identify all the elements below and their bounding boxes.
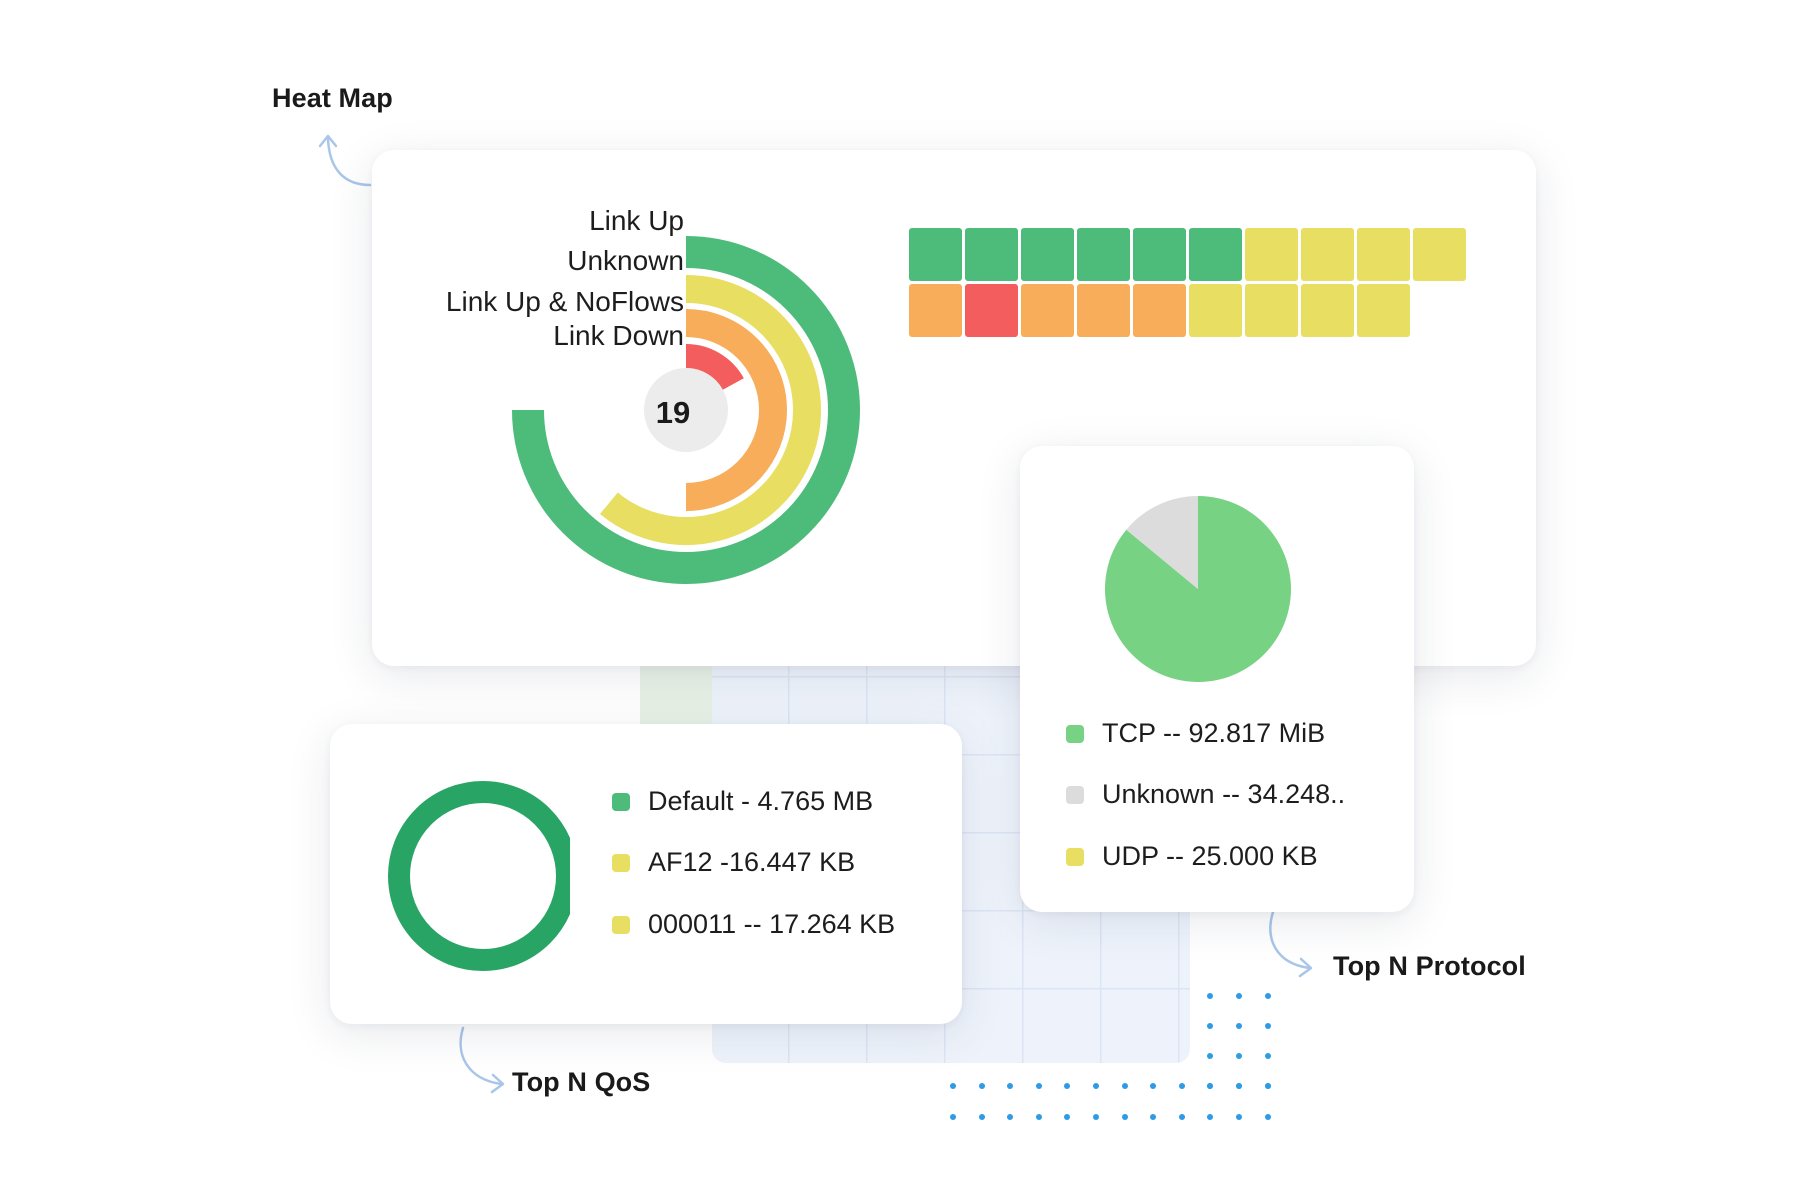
decor-dot (1264, 1114, 1271, 1120)
decor-dot (1265, 993, 1271, 999)
decor-dot (1178, 1114, 1185, 1120)
decor-dot (1121, 1114, 1128, 1120)
default-swatch (612, 792, 630, 811)
000011-label: 000011 -- 17.264 KB (648, 909, 896, 939)
heat-cell[interactable] (1245, 284, 1298, 337)
decor-dot (1035, 1114, 1042, 1120)
heat-map-annotation: Heat Map (272, 83, 393, 113)
decor-dot (1207, 1114, 1214, 1120)
decor-dot (1207, 993, 1213, 999)
decor-dot (1121, 1083, 1128, 1089)
decor-dot (1150, 1114, 1157, 1120)
protocol-legend-unknown: Unknown -- 34.248.. (1066, 779, 1345, 810)
top-n-protocol-card: TCP -- 92.817 MiB Unknown -- 34.248.. UD… (1020, 446, 1414, 912)
decor-dot (1150, 1083, 1157, 1089)
heat-cell[interactable] (1189, 228, 1242, 281)
decor-dot (1264, 1083, 1271, 1089)
decor-dot (1007, 1083, 1014, 1089)
decor-dot (1093, 1083, 1099, 1089)
udp-swatch (1066, 847, 1084, 866)
legend-link-up-noflows: Link Up & NoFlows (445, 286, 684, 317)
protocol-legend-tcp: TCP -- 92.817 MiB (1066, 718, 1325, 749)
udp-label: UDP -- 25.000 KB (1102, 841, 1318, 871)
decor-dot (1093, 1114, 1099, 1120)
decor-dot (1207, 1083, 1214, 1089)
heat-cell[interactable] (1077, 284, 1130, 337)
center-count: 19 (655, 395, 691, 430)
protocol-legend-udp: UDP -- 25.000 KB (1066, 841, 1318, 872)
decor-dot (950, 1083, 956, 1089)
heat-cell[interactable] (909, 228, 962, 281)
heat-cell[interactable] (1021, 228, 1074, 281)
decor-dot (1207, 1023, 1213, 1029)
radial-arc-link-up (512, 236, 860, 584)
legend-unknown: Unknown (567, 245, 684, 276)
decor-dot (978, 1114, 985, 1120)
heat-cell[interactable] (1357, 284, 1410, 337)
000011-swatch (612, 915, 630, 934)
decor-dot (1236, 1083, 1242, 1089)
heat-cell[interactable] (1301, 228, 1354, 281)
decor-dot (1265, 1023, 1271, 1029)
af12-swatch (612, 853, 630, 872)
heat-cell[interactable] (965, 284, 1018, 337)
heat-cell[interactable] (1077, 228, 1130, 281)
unknown-swatch (1066, 785, 1084, 804)
radial-arc-unknown (599, 275, 821, 545)
qos-donut-chart (388, 781, 570, 971)
decor-dot (950, 1114, 956, 1120)
pie-slice-tcp (1104, 496, 1291, 682)
tcp-label: TCP -- 92.817 MiB (1102, 718, 1326, 748)
heat-cell[interactable] (965, 228, 1018, 281)
donut-slice-default (388, 781, 570, 971)
radial-arc-link-up-noflows (685, 309, 787, 511)
qos-legend-af12: AF12 -16.447 KB (612, 847, 855, 878)
tcp-swatch (1066, 724, 1084, 743)
heat-cell[interactable] (909, 284, 962, 337)
radial-bar-chart (512, 236, 860, 584)
top-n-protocol-annotation: Top N Protocol (1333, 951, 1526, 981)
heat-cell[interactable] (1413, 228, 1466, 281)
heat-cell[interactable] (1133, 228, 1186, 281)
default-label: Default - 4.765 MB (648, 786, 874, 816)
heat-cell[interactable] (1021, 284, 1074, 337)
decor-dot (1236, 1023, 1242, 1029)
legend-link-down: Link Down (553, 320, 684, 351)
radial-arc-link-down (685, 344, 744, 391)
heat-cell[interactable] (1301, 284, 1354, 337)
heat-cell[interactable] (1245, 228, 1298, 281)
protocol-pie-chart (1104, 496, 1291, 682)
unknown-label: Unknown -- 34.248.. (1102, 779, 1346, 809)
qos-legend-000011: 000011 -- 17.264 KB (612, 909, 895, 940)
legend-link-up: Link Up (589, 205, 684, 236)
center-circle (644, 368, 728, 452)
top-n-protocol-arrow-icon (1269, 910, 1313, 978)
decor-dot (1236, 1114, 1242, 1120)
decor-dot (1035, 1083, 1042, 1089)
top-n-qos-card: Default - 4.765 MB AF12 -16.447 KB 00001… (330, 724, 962, 1024)
decor-dot (978, 1083, 985, 1089)
decor-dot (1064, 1083, 1071, 1089)
decor-dot (1265, 1053, 1271, 1059)
top-n-qos-arrow-icon (459, 1026, 505, 1094)
heat-cell[interactable] (1357, 228, 1410, 281)
heat-map-arrow-icon (318, 134, 372, 187)
pie-slice-unknown (1126, 496, 1198, 589)
decor-dot (1207, 1053, 1213, 1059)
top-n-qos-annotation: Top N QoS (512, 1067, 651, 1097)
decor-dot (1007, 1114, 1014, 1120)
heat-cell[interactable] (1133, 284, 1186, 337)
decor-dot (1178, 1083, 1185, 1089)
decor-dot (1064, 1114, 1071, 1120)
af12-label: AF12 -16.447 KB (648, 847, 856, 877)
decor-dot (1236, 1053, 1242, 1059)
qos-legend-default: Default - 4.765 MB (612, 786, 873, 817)
decor-dot (1236, 993, 1242, 999)
heat-cell[interactable] (1189, 284, 1242, 337)
